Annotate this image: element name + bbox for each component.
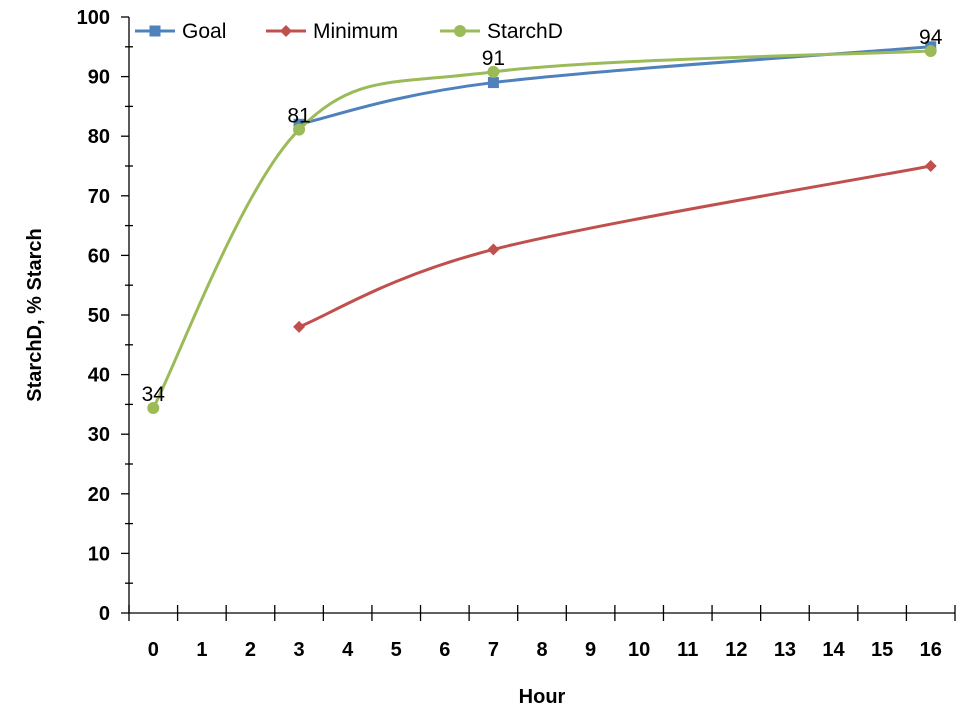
y-tick-label: 50: [88, 305, 110, 327]
y-tick-label: 90: [88, 67, 110, 89]
series-line-goal: [298, 45, 931, 126]
y-tick-label: 10: [88, 543, 110, 565]
x-tick-label: 14: [822, 639, 845, 661]
x-tick-label: 10: [628, 639, 650, 661]
x-tick-label: 11: [677, 639, 698, 661]
y-tick-label: 30: [88, 424, 110, 446]
x-tick-label: 2: [245, 639, 256, 661]
x-tick-label: 13: [774, 639, 796, 661]
legend-label-minimum: Minimum: [313, 20, 398, 43]
x-tick-label: 4: [342, 639, 354, 661]
legend-item-minimum: Minimum: [266, 20, 398, 43]
legend-marker-goal: [149, 25, 161, 37]
series-layer: [147, 41, 937, 414]
x-tick-label: 3: [293, 639, 304, 661]
data-label-starchd: 81: [287, 105, 310, 128]
y-tick-label: 20: [88, 484, 110, 506]
data-label-starchd: 34: [142, 383, 166, 406]
y-tick-label: 40: [88, 365, 110, 387]
x-tick-label: 12: [725, 639, 747, 661]
data-point-minimum: [487, 243, 500, 256]
legend-item-starchd: StarchD: [440, 20, 563, 43]
data-point-goal: [487, 77, 499, 89]
x-tick-label: 9: [585, 639, 596, 661]
x-tick-label: 1: [196, 639, 207, 661]
data-label-starchd: 91: [482, 47, 505, 70]
data-point-minimum: [293, 320, 306, 333]
data-label-starchd: 94: [919, 26, 943, 49]
data-point-starchd: [147, 401, 160, 414]
series-line-minimum: [298, 164, 931, 329]
data-point-starchd: [924, 44, 937, 57]
x-tick-label: 5: [391, 639, 402, 661]
x-tick-label: 8: [536, 639, 547, 661]
y-axis-title: StarchD, % Starch: [24, 228, 46, 401]
y-tick-label: 80: [88, 126, 110, 148]
legend-marker-minimum: [280, 25, 292, 37]
x-tick-label: 16: [920, 639, 942, 661]
series-line-starchd: [151, 49, 931, 409]
x-tick-label: 0: [148, 639, 159, 661]
data-point-starchd: [293, 123, 306, 136]
series-minimum: [293, 160, 937, 333]
y-tick-label: 100: [77, 7, 110, 29]
legend-label-goal: Goal: [182, 20, 226, 43]
data-labels: 34 81 91 94: [142, 26, 943, 406]
x-tick-label: 6: [439, 639, 450, 661]
y-tick-label: 60: [88, 245, 110, 267]
data-point-minimum: [924, 160, 937, 172]
legend: Goal Minimum StarchD: [135, 20, 563, 43]
legend-label-starchd: StarchD: [487, 20, 563, 43]
y-tick-label: 70: [88, 186, 110, 208]
x-axis-title: Hour: [519, 686, 566, 708]
legend-item-goal: Goal: [135, 20, 226, 43]
x-tick-label: 7: [488, 639, 499, 661]
y-tick-label: 0: [99, 603, 110, 625]
data-point-starchd: [487, 65, 500, 78]
series-starchd: [147, 44, 937, 414]
x-tick-label: 15: [871, 639, 893, 661]
legend-marker-starchd: [454, 25, 466, 37]
